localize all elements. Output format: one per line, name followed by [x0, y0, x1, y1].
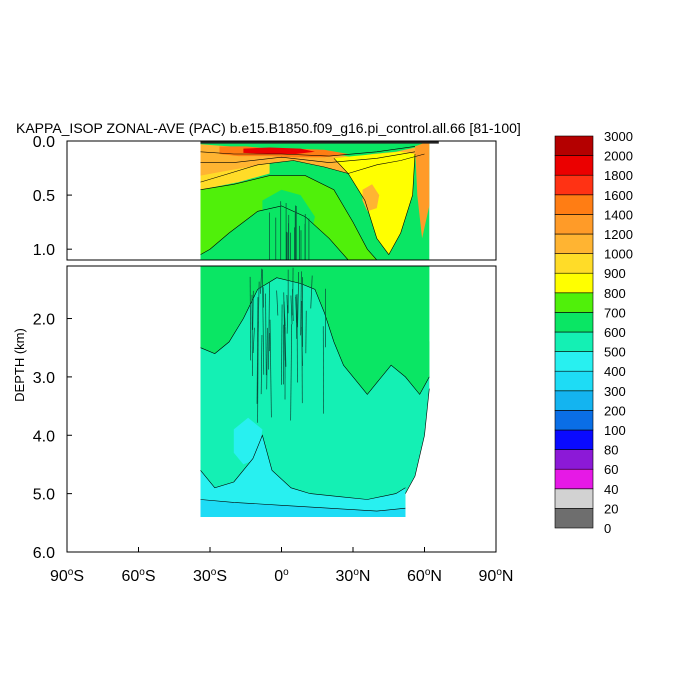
colorbar-level-label: 1600	[604, 188, 633, 203]
region-lower-green-upper	[200, 266, 430, 395]
y-axis-label: DEPTH (km)	[12, 328, 27, 402]
lower-panel: 2.0 3.0 4.0 5.0 6.0	[33, 265, 497, 562]
colorbar-level-label: 700	[604, 305, 626, 320]
colorbar-level-label: 100	[604, 423, 626, 438]
contour-line-upper-4	[200, 146, 416, 157]
colorbar-level-label: 200	[604, 403, 626, 418]
x-tick-label: 0o	[274, 567, 289, 585]
y-tick-label: 0.5	[33, 188, 55, 205]
colorbar-swatch	[554, 429, 594, 450]
colorbar-swatch	[554, 468, 594, 490]
colorbar-level-label: 40	[604, 482, 618, 497]
colorbar-level-label: 0	[604, 521, 611, 536]
colorbar-level-label: 20	[604, 501, 618, 516]
region-upper-red-core	[243, 147, 315, 154]
colorbar-swatch	[554, 488, 594, 509]
colorbar-level-label: 1800	[604, 168, 633, 183]
colorbar-level-label: 300	[604, 384, 626, 399]
colorbar-level-label: 2000	[604, 149, 633, 164]
contour-line-lower-9	[405, 388, 430, 494]
colorbar-swatch	[554, 174, 594, 196]
contour-line-lower-7	[200, 434, 406, 500]
colorbar-swatch	[554, 253, 594, 274]
x-tick-label: 30oN	[336, 567, 371, 585]
colorbar-swatch	[554, 410, 594, 431]
colorbar-level-label: 800	[604, 286, 626, 301]
colorbar-level-label: 3000	[604, 129, 633, 144]
y-tick-label: 3.0	[33, 370, 55, 387]
x-tick-label: 30oS	[193, 567, 227, 585]
colorbar-swatch	[554, 351, 594, 372]
x-tick-label: 60oS	[121, 567, 155, 585]
region-upper-orange-north-edge	[415, 141, 430, 239]
colorbar-swatch	[554, 272, 594, 294]
colorbar-level-label: 60	[604, 462, 618, 477]
colorbar-swatch	[554, 194, 594, 215]
upper-panel: 0.0 0.5 1.0	[33, 134, 497, 261]
region-upper-green-light	[200, 175, 377, 260]
colorbar: 0 20 40 60 80 100 200 300 400 500 600 700 800 900 1000…	[554, 129, 633, 536]
contour-line-lower-8	[200, 499, 406, 512]
colorbar-swatch	[554, 292, 594, 313]
x-axis: 90oS 60oS 30oS 0o 30oN 60oN 90oN	[50, 547, 513, 585]
y-tick-label: 2.0	[33, 312, 55, 329]
x-tick-label: 90oS	[50, 567, 84, 585]
y-tick-label: 1.0	[33, 242, 55, 259]
upper-streaks	[269, 201, 310, 260]
colorbar-level-label: 1400	[604, 207, 633, 222]
y-tick-label: 5.0	[33, 487, 55, 504]
region-lower-deep-cyan	[200, 499, 406, 517]
upper-panel-frame	[66, 140, 497, 261]
region-upper-yellow-south	[200, 162, 270, 190]
colorbar-swatch	[554, 449, 594, 470]
region-lower-cyan-bottom	[200, 435, 406, 517]
colorbar-swatch	[554, 312, 594, 333]
contour-line-upper-0	[200, 153, 425, 183]
colorbar-swatch	[554, 135, 594, 156]
contour-line-upper-3	[333, 153, 416, 256]
colorbar-level-label: 400	[604, 364, 626, 379]
x-tick-label: 90oN	[479, 567, 514, 585]
colorbar-swatch	[554, 331, 594, 352]
region-lower-ne-green	[415, 330, 430, 383]
y-tick-label: 0.0	[33, 134, 55, 151]
colorbar-swatch	[554, 390, 594, 411]
colorbar-swatch	[554, 508, 594, 529]
colorbar-swatch	[554, 370, 594, 392]
colorbar-level-label: 1000	[604, 247, 633, 262]
y-tick-label: 4.0	[33, 428, 55, 445]
colorbar-level-label: 1200	[604, 227, 633, 242]
colorbar-level-label: 80	[604, 443, 618, 458]
colorbar-swatch	[554, 155, 594, 176]
x-tick-label: 60oN	[407, 567, 442, 585]
contour-line-upper-2	[200, 205, 349, 260]
y-tick-label: 6.0	[33, 545, 55, 562]
tropical-streaks	[249, 267, 326, 423]
colorbar-swatch	[554, 233, 594, 254]
colorbar-level-label: 600	[604, 325, 626, 340]
region-upper-light-orange-lobe	[362, 184, 380, 212]
contour-line-upper-5	[200, 151, 416, 163]
colorbar-level-label: 900	[604, 266, 626, 281]
contour-line-lower-6	[200, 277, 430, 395]
colorbar-swatch	[554, 214, 594, 235]
contour-line-upper-1	[200, 175, 378, 260]
chart-title: KAPPA_ISOP ZONAL-AVE (PAC) b.e15.B1850.f…	[16, 120, 521, 136]
colorbar-level-label: 500	[604, 345, 626, 360]
